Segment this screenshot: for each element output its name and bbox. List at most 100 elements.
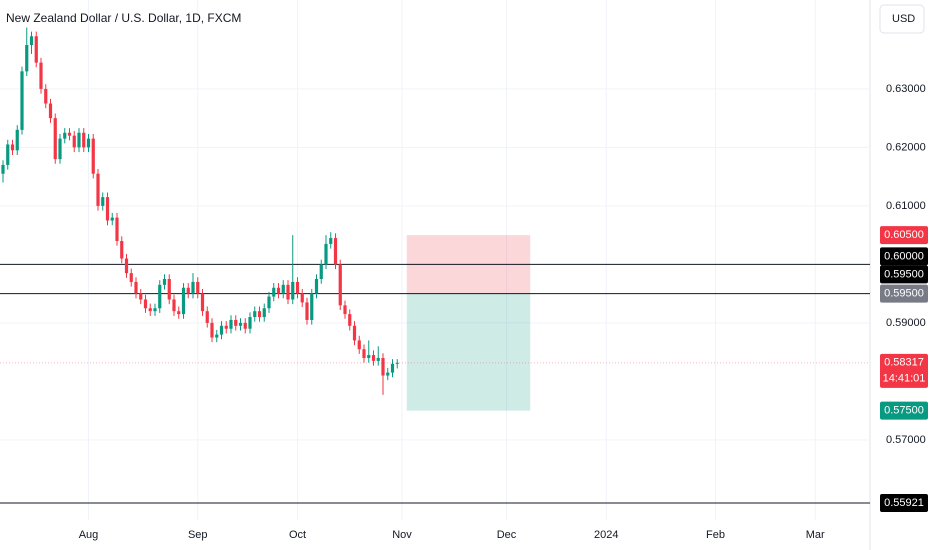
y-tick-label: 0.57000 <box>886 434 926 446</box>
candle-body <box>262 308 266 318</box>
candle-body <box>343 305 347 315</box>
candle-body <box>67 132 72 136</box>
entry-badge-bg <box>880 284 928 303</box>
candle-body <box>200 293 205 312</box>
candle-body <box>77 132 81 148</box>
candle-body <box>148 308 152 312</box>
candle-body <box>162 279 167 285</box>
candle-body <box>181 287 186 315</box>
line-badge-bg <box>880 247 928 266</box>
candle-body <box>329 238 333 244</box>
candle-body <box>129 273 133 282</box>
candle-body <box>333 238 338 265</box>
candle-body <box>143 299 148 309</box>
x-tick-label: Oct <box>289 529 306 541</box>
candle-body <box>314 279 319 294</box>
y-tick-label: 0.62000 <box>886 141 926 153</box>
entry-badge: 0.59500 <box>884 288 924 300</box>
candle-body <box>276 287 281 294</box>
candle-body <box>310 293 314 320</box>
candle-body <box>186 287 190 294</box>
candle-body <box>158 284 162 309</box>
candle-body <box>219 325 224 335</box>
target-badge: 0.57500 <box>884 405 924 417</box>
candle-body <box>139 293 143 300</box>
candle-body <box>352 325 357 341</box>
candle-body <box>101 197 105 206</box>
x-tick-label: Dec <box>497 529 517 541</box>
candle-body <box>234 319 238 326</box>
target-zone <box>406 293 531 411</box>
candle-body <box>267 296 271 309</box>
candle-body <box>238 322 243 326</box>
currency-label[interactable]: USD <box>892 13 915 25</box>
target-badge-bg <box>880 401 928 420</box>
candle-body <box>177 311 181 315</box>
x-tick-label: Mar <box>806 529 825 541</box>
candle-body <box>1 164 5 174</box>
candle-body <box>253 311 257 318</box>
candle-body <box>96 173 100 206</box>
candle-body <box>196 281 200 294</box>
candle-body <box>134 281 138 294</box>
candle-body <box>305 302 309 320</box>
x-tick-label: Feb <box>706 529 725 541</box>
x-tick-label: Nov <box>392 529 412 541</box>
candle-body <box>324 243 328 265</box>
candle-body <box>48 103 53 119</box>
candle-body <box>58 138 62 160</box>
candle-body <box>295 281 300 294</box>
line-badge: 0.55921 <box>884 497 924 509</box>
candle-body <box>224 325 228 329</box>
x-tick-label: Aug <box>79 529 99 541</box>
y-tick-label: 0.59000 <box>886 317 926 329</box>
candle-body <box>381 357 385 376</box>
line-badge-bg <box>880 265 928 284</box>
line-badge: 0.60000 <box>884 250 924 262</box>
candle-body <box>172 299 176 312</box>
candle-body <box>6 144 10 165</box>
candle-body <box>319 264 323 280</box>
plot <box>0 0 870 520</box>
candle-body <box>86 138 91 148</box>
candle-body <box>367 355 371 358</box>
candle-body <box>25 45 29 72</box>
candle-body <box>300 293 304 303</box>
chart-title: New Zealand Dollar / U.S. Dollar, 1D, FX… <box>6 11 241 25</box>
candle-body <box>243 322 247 329</box>
candle-body <box>362 349 366 358</box>
candle-body <box>110 217 114 221</box>
last-price-badge-bg <box>880 353 928 388</box>
stop-badge-bg <box>880 226 928 245</box>
candle-body <box>91 138 95 174</box>
x-tick-label: 2024 <box>594 529 618 541</box>
currency-button[interactable] <box>879 4 925 34</box>
candle-body <box>390 363 395 373</box>
candle-body <box>376 357 380 361</box>
last-price-badge: 0.58317 <box>884 357 924 369</box>
candle-body <box>272 287 276 297</box>
candle-body <box>120 240 124 259</box>
candle-body <box>72 135 76 148</box>
line-badge-bg <box>880 493 928 512</box>
candle-body <box>338 264 342 306</box>
line-badge: 0.59500 <box>884 268 924 280</box>
candle-body <box>105 197 110 221</box>
candle-body <box>191 281 195 294</box>
candle-body <box>395 362 399 364</box>
candle-body <box>257 311 262 318</box>
candle-body <box>371 355 376 361</box>
candle-body <box>153 308 157 312</box>
x-tick-label: Sep <box>188 529 208 541</box>
candle-body <box>63 132 67 139</box>
y-tick-label: 0.63000 <box>886 83 926 95</box>
candle-body <box>167 279 171 300</box>
candle-body <box>115 217 119 241</box>
candle-body <box>29 36 34 46</box>
candle-body <box>291 281 295 300</box>
candle-body <box>210 322 214 338</box>
candle-body <box>39 62 43 89</box>
candle-body <box>34 36 38 63</box>
